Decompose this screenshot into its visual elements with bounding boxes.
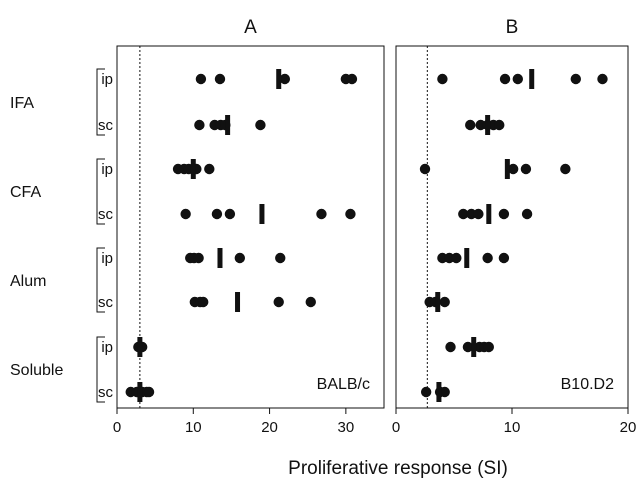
x-tick-label: 20 [261,419,278,436]
mean-bar-alum-ip [464,248,470,268]
data-point-alum-sc [305,296,316,308]
x-tick-label: 20 [620,419,637,436]
mean-bar-ifa-sc [225,115,231,135]
adjuvant-label-cfa: CFA [10,184,41,201]
data-point-alum-ip [482,252,493,264]
panel-a: A 0 10 20 30 BALB/c [113,17,385,436]
panel-label: B [506,17,519,38]
route-label-soluble-sc: sc [98,384,114,401]
mean-bar-soluble-sc [137,382,143,402]
route-label-ifa-ip: ip [101,71,113,88]
data-point-ifa-sc [255,119,266,131]
panel-label: A [244,17,257,38]
data-point-alum-sc [439,296,450,308]
data-point-alum-sc [273,296,284,308]
mean-bar-ifa-ip [276,69,282,89]
data-point-cfa-sc [345,208,356,220]
data-point-ifa-ip [346,73,358,85]
data-point-cfa-sc [473,208,484,220]
mean-bar-alum-sc [435,292,441,312]
mean-bar-ifa-ip [529,69,535,89]
data-point-ifa-sc [194,119,205,131]
data-point-alum-ip [193,252,204,264]
x-tick-label: 30 [338,419,355,436]
mean-bar-ifa-sc [485,115,491,135]
adjuvant-label-ifa: IFA [10,95,34,112]
data-point-soluble-sc [143,386,155,398]
bracket-soluble [96,336,105,403]
mean-bar-cfa-ip [504,159,510,179]
route-label-alum-ip: ip [101,250,113,267]
data-point-ifa-ip [499,73,511,85]
data-point-cfa-sc [458,208,469,220]
panel-b: B 0 10 20 B10.D2 [392,17,637,436]
data-point-cfa-sc [521,208,533,220]
mean-bar-cfa-sc [486,204,492,224]
route-label-cfa-sc: sc [98,206,114,223]
route-label-soluble-ip: ip [101,339,113,356]
plot-frame [116,45,385,409]
bracket-ifa [96,68,105,136]
data-point-soluble-sc [439,386,450,398]
data-point-cfa-ip [419,163,431,175]
data-point-ifa-ip [279,73,291,85]
mean-bar-soluble-sc [436,382,442,402]
data-point-cfa-ip [560,163,571,175]
mean-bar-alum-ip [217,248,223,268]
adjuvant-label-soluble: Soluble [10,362,63,379]
data-point-alum-sc [198,296,209,308]
mean-bar-alum-sc [235,292,241,312]
data-point-soluble-ip [483,341,494,353]
route-label-alum-sc: sc [98,294,114,311]
data-point-alum-ip [451,252,462,264]
plot-frame [395,45,629,409]
mean-bar-soluble-ip [137,337,143,357]
row-labels: IFA ip sc CFA ip sc Alum ip sc Soluble ip sc [10,68,114,403]
data-point-ifa-ip [570,73,581,85]
strain-label: BALB/c [317,376,370,393]
data-point-ifa-ip [512,73,523,85]
data-point-soluble-sc [420,386,432,398]
data-point-cfa-ip [507,163,519,175]
data-point-cfa-sc [224,208,236,220]
adjuvant-label-alum: Alum [10,273,46,290]
data-point-soluble-ip [462,341,474,353]
x-axis-label: Proliferative response (SI) [288,458,508,479]
data-point-ifa-ip [437,73,448,85]
route-label-ifa-sc: sc [98,117,114,134]
data-point-alum-ip [234,252,246,264]
data-point-ifa-ip [214,73,226,85]
data-point-ifa-sc [494,119,505,131]
data-point-alum-ip [498,252,510,264]
x-tick-label: 10 [185,419,202,436]
data-point-soluble-ip [445,341,456,353]
bracket-cfa [96,158,105,225]
data-point-ifa-sc [465,119,476,131]
bracket-alum [96,247,105,313]
mean-bar-soluble-ip [471,337,477,357]
data-point-cfa-sc [211,208,223,220]
data-point-ifa-ip [597,73,608,85]
strain-label: B10.D2 [561,376,614,393]
data-point-alum-ip [275,252,286,264]
data-point-cfa-sc [180,208,191,220]
x-tick-label: 10 [504,419,521,436]
data-point-ifa-ip [195,73,207,85]
data-point-cfa-ip [520,163,532,175]
x-tick-label: 0 [392,419,400,436]
x-tick-label: 0 [113,419,121,436]
mean-bar-cfa-ip [190,159,196,179]
route-label-cfa-ip: ip [101,161,113,178]
data-point-cfa-ip [204,163,215,175]
mean-bar-cfa-sc [259,204,265,224]
data-point-cfa-sc [498,208,510,220]
data-point-cfa-sc [316,208,327,220]
